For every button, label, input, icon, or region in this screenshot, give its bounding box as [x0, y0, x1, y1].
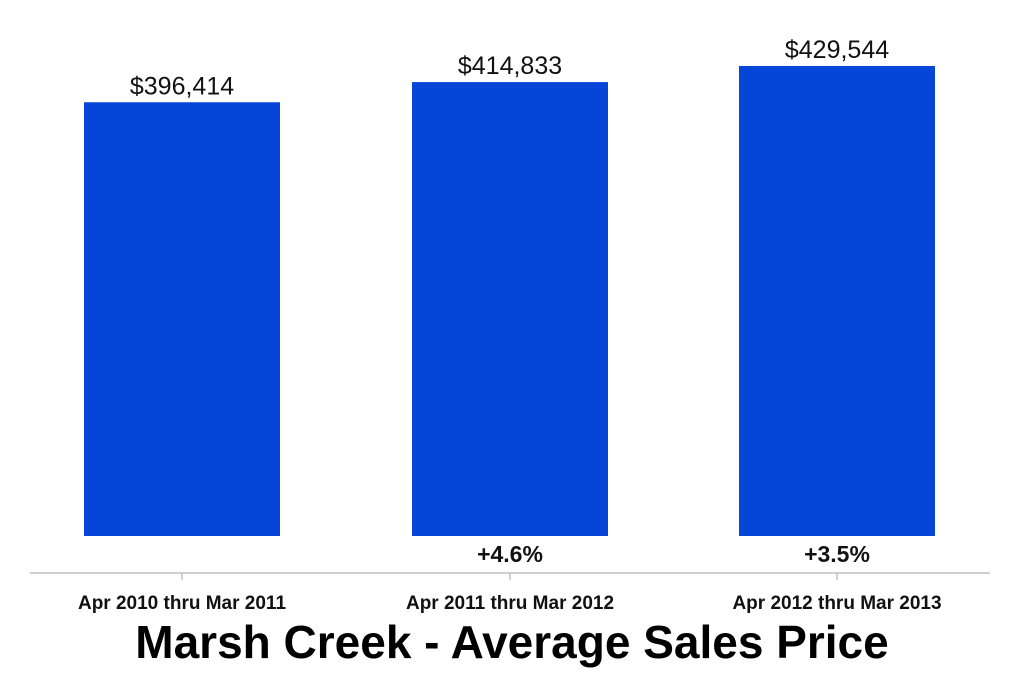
bars-layer: $396,414 $414,833 +4.6% $429,544 +3.5%	[84, 36, 935, 567]
x-tick-label-2: Apr 2011 thru Mar 2012	[406, 593, 614, 614]
value-label-2: $414,833	[458, 52, 562, 80]
bar-1	[84, 102, 280, 536]
ticks-layer: Apr 2010 thru Mar 2011 Apr 2011 thru Mar …	[78, 573, 942, 614]
chart-title: Marsh Creek - Average Sales Price	[135, 616, 889, 668]
value-label-3: $429,544	[785, 36, 889, 64]
bar-2	[412, 82, 608, 537]
x-tick-label-3: Apr 2012 thru Mar 2013	[732, 593, 941, 614]
value-label-1: $396,414	[130, 72, 234, 100]
change-label-3: +3.5%	[804, 541, 870, 567]
x-tick-label-1: Apr 2010 thru Mar 2011	[78, 593, 286, 614]
bar-3	[739, 66, 935, 536]
bar-chart: $396,414 $414,833 +4.6% $429,544 +3.5% Apr 2…	[30, 36, 990, 614]
change-label-2: +4.6%	[477, 541, 543, 567]
